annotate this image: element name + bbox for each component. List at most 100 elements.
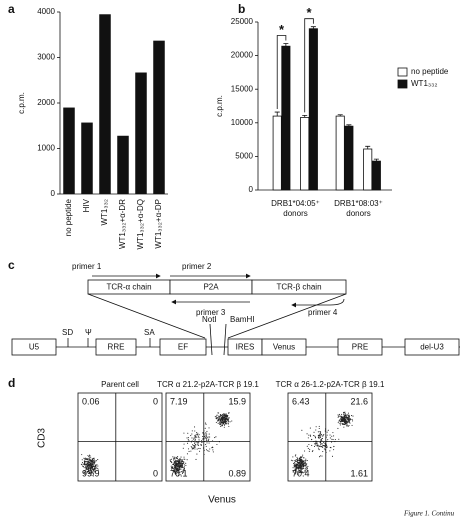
cell-dot [193,442,196,444]
cell-dot [190,450,192,452]
cell-dot [92,474,95,476]
cell-dot [178,460,181,462]
cell-dot [92,460,94,462]
cell-dot [219,421,221,423]
cell-dot [187,448,190,450]
cell-dot [223,418,225,420]
cell-dot [85,458,87,461]
cell-dot [217,417,219,419]
cell-dot [196,453,198,455]
cell-dot [319,434,321,436]
cell-dot [223,416,226,418]
cell-dot [342,423,344,425]
cell-dot [94,467,96,470]
cell-dot [94,471,96,473]
cell-dot [295,471,297,473]
cell-dot [175,461,177,463]
cell-dot [219,416,221,418]
cell-dot [295,466,297,468]
cell-dot [309,434,311,436]
cell-dot [207,450,209,452]
cell-dot [208,433,210,435]
cell-dot [330,447,332,449]
cell-dot [311,450,313,453]
cell-dot [85,467,87,470]
cell-dot [178,469,180,471]
cell-dot [88,456,91,458]
cell-dot [197,434,199,436]
cell-dot [347,417,349,419]
x-tick-label: WT1₃₃₂+α-DQ [136,199,145,249]
cell-dot [216,414,218,416]
cell-dot [317,431,319,433]
quadrant-percent: 21.6 [350,396,368,406]
cell-dot [204,435,206,437]
cell-dot [182,467,184,469]
cell-dot [346,420,348,422]
primer-arrow [291,298,345,308]
cell-dot [297,461,299,464]
cell-dot [314,436,316,438]
significance-bracket [304,18,314,113]
cell-dot [316,445,318,447]
cell-dot [228,425,230,427]
cell-dot [194,435,196,437]
cell-dot [312,434,315,437]
cell-dot [293,463,295,466]
bar [363,148,373,191]
cell-dot [305,464,308,466]
cell-dot [333,435,335,437]
cell-dot [295,473,297,475]
cell-dot [191,437,193,439]
cell-dot [225,415,227,418]
cell-dot [193,445,195,447]
cell-dot [333,449,335,451]
cell-dot [345,419,347,421]
cell-dot [201,440,203,442]
cell-dot [222,416,224,418]
quadrant-percent: 1.61 [350,468,368,478]
cell-dot [94,465,96,467]
cell-dot [330,441,333,443]
cell-dot [196,436,198,438]
cell-dot [326,434,328,436]
cell-dot [292,456,294,458]
cell-dot [302,454,304,456]
element-label: U5 [29,343,40,352]
cell-dot [347,415,350,417]
cell-dot [178,459,180,461]
cell-dot [323,444,325,447]
cell-dot [86,467,88,469]
cell-dot [302,464,304,466]
cell-dot [87,455,89,457]
cell-dot [222,417,224,419]
cell-dot [298,462,300,464]
y-tick-label: 2000 [37,98,55,107]
cell-dot [84,458,86,460]
cell-dot [301,461,303,463]
cell-dot [205,437,207,439]
cell-dot [318,434,320,436]
bar [99,14,111,195]
cell-dot [341,417,343,419]
cell-dot [348,418,350,420]
cell-dot [311,444,313,447]
cell-dot [217,420,219,422]
cell-dot [191,433,193,435]
cell-dot [89,467,91,469]
cell-dot [228,417,230,419]
cell-dot [175,470,177,472]
cell-dot [300,458,303,460]
cell-dot [174,470,176,472]
cell-dot [196,444,198,446]
cell-dot [205,439,207,441]
cell-dot [180,460,182,462]
cell-dot [337,422,339,424]
cell-dot [294,468,296,470]
cell-dot [300,469,302,471]
y-tick-label: 0 [249,185,254,194]
quadrant-percent: 0 [153,468,158,478]
cell-dot [87,470,90,473]
cell-dot [208,436,210,438]
